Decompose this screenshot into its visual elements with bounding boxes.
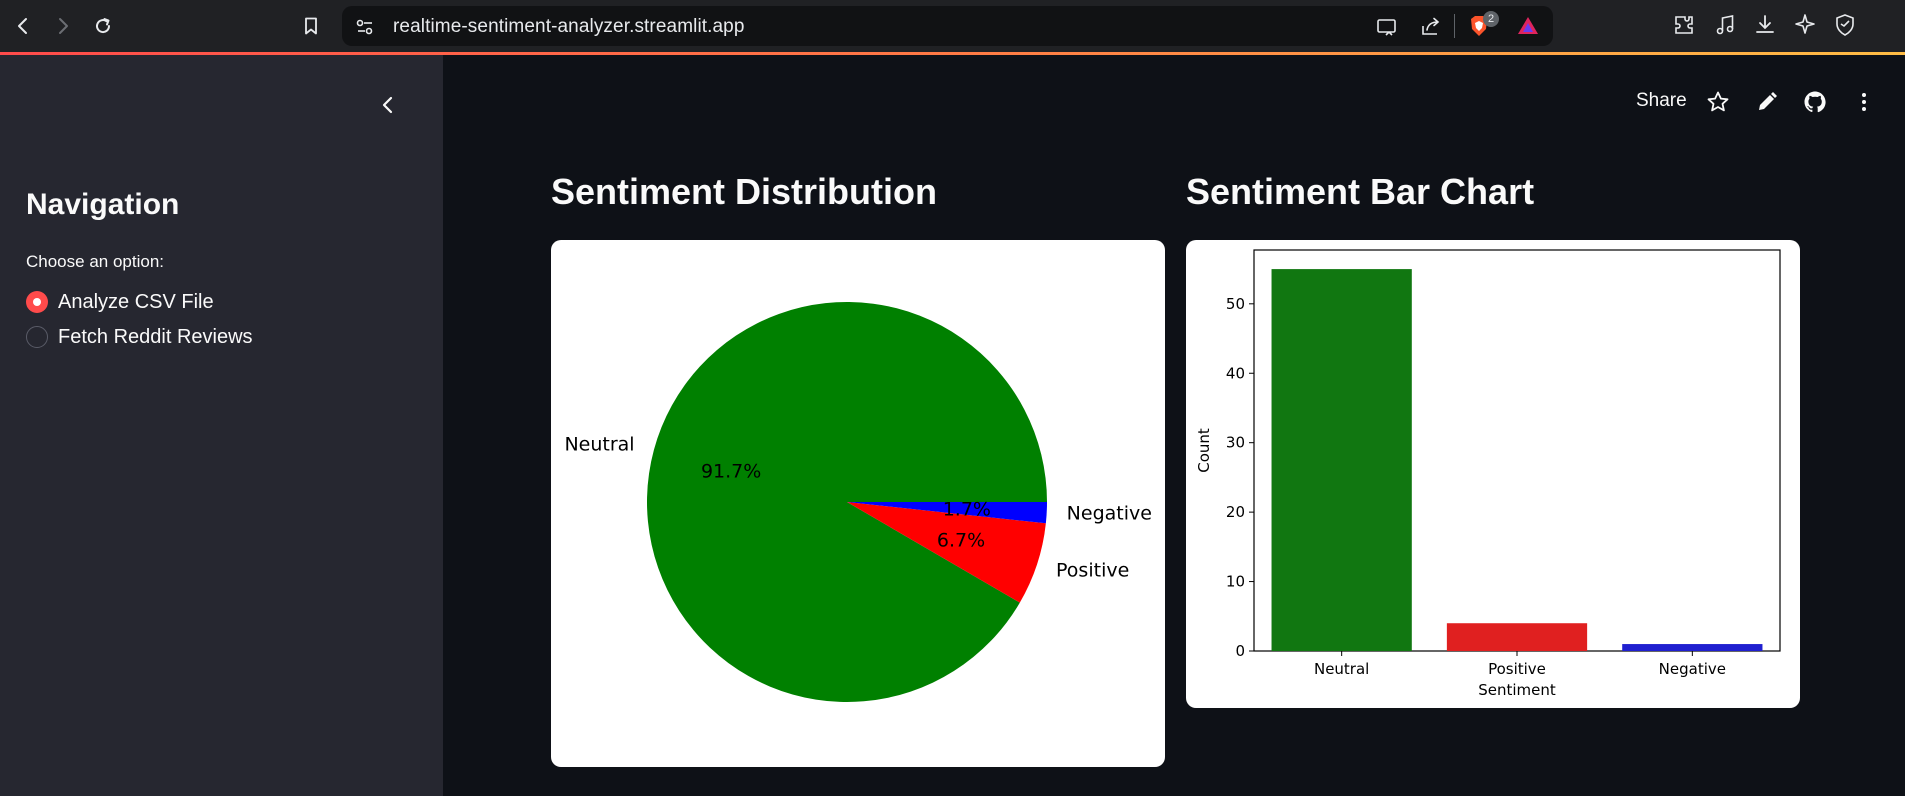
back-icon[interactable]	[9, 12, 37, 40]
streamlit-top-decoration	[0, 52, 1905, 55]
bar-chart: 0 10 20 30 40 50 Neutral Positive Negative Sentim…	[1195, 249, 1781, 699]
site-settings-icon[interactable]	[354, 16, 376, 38]
bar-negative	[1622, 644, 1763, 651]
omnibox-divider	[1454, 14, 1455, 38]
edit-icon[interactable]	[1755, 90, 1779, 114]
brave-shield-count-badge: 2	[1483, 11, 1499, 27]
pie-pct-positive: 6.7%	[937, 529, 985, 551]
collapse-sidebar-icon[interactable]	[375, 92, 401, 118]
x-tick-label-negative: Negative	[1659, 660, 1726, 678]
y-axis-label: Count	[1195, 428, 1213, 473]
star-icon[interactable]	[1706, 90, 1730, 114]
github-icon[interactable]	[1803, 90, 1827, 114]
y-tick-label: 50	[1226, 295, 1245, 313]
pie-chart-card: Neutral 91.7% Positive 6.7% Negative 1.7%	[551, 240, 1165, 767]
browser-toolbar: realtime-sentiment-analyzer.streamlit.ap…	[0, 0, 1905, 52]
bar-positive	[1446, 623, 1588, 651]
reload-icon[interactable]	[89, 12, 117, 40]
share-icon[interactable]	[1420, 16, 1442, 38]
pie-chart: Neutral 91.7% Positive 6.7% Negative 1.7%	[564, 301, 1152, 702]
y-tick-label: 10	[1226, 573, 1245, 591]
pie-pct-neutral: 91.7%	[701, 461, 761, 483]
option-label: Choose an option:	[26, 252, 164, 271]
pie-label-positive: Positive	[1056, 560, 1129, 582]
cast-icon[interactable]	[1376, 16, 1398, 38]
bookmark-icon[interactable]	[297, 12, 325, 40]
radio-label-fetch-reddit: Fetch Reddit Reviews	[58, 325, 253, 348]
address-bar[interactable]: realtime-sentiment-analyzer.streamlit.ap…	[342, 6, 1553, 46]
forward-icon[interactable]	[49, 12, 77, 40]
radio-checked-icon[interactable]	[26, 291, 48, 313]
y-tick-label: 30	[1226, 434, 1245, 452]
y-tick-label: 20	[1226, 503, 1245, 521]
pie-chart-title: Sentiment Distribution	[551, 171, 937, 212]
media-icon[interactable]	[1713, 13, 1737, 37]
sidebar: Navigation Choose an option: Analyze CSV…	[0, 55, 443, 796]
radio-label-analyze-csv: Analyze CSV File	[58, 290, 214, 313]
url-text[interactable]: realtime-sentiment-analyzer.streamlit.ap…	[393, 16, 745, 37]
leo-ai-icon[interactable]	[1793, 13, 1817, 37]
brave-rewards-icon[interactable]	[1516, 14, 1540, 38]
extensions-icon[interactable]	[1672, 13, 1696, 37]
bar-chart-title: Sentiment Bar Chart	[1186, 171, 1535, 212]
pie-label-neutral: Neutral	[564, 434, 634, 456]
x-axis-label: Sentiment	[1478, 681, 1556, 699]
share-button[interactable]: Share	[1636, 90, 1687, 111]
radio-unchecked-icon[interactable]	[26, 326, 48, 348]
x-tick-label-neutral: Neutral	[1314, 660, 1369, 678]
pie-slice-neutral	[647, 301, 1047, 702]
pie-slice-positive	[847, 502, 1046, 603]
pie-label-negative: Negative	[1067, 503, 1152, 525]
bar-chart-card: 0 10 20 30 40 50 Neutral Positive Negative Sentim…	[1186, 240, 1800, 708]
bar-neutral	[1271, 269, 1412, 651]
radio-fetch-reddit[interactable]: Fetch Reddit Reviews	[26, 324, 253, 350]
downloads-icon[interactable]	[1753, 13, 1777, 37]
radio-analyze-csv[interactable]: Analyze CSV File	[26, 289, 214, 315]
pie-pct-negative: 1.7%	[943, 498, 991, 520]
y-tick-label: 0	[1235, 642, 1245, 660]
sidebar-title: Navigation	[26, 188, 180, 221]
x-tick-label-positive: Positive	[1488, 660, 1546, 678]
pie-slice-negative	[847, 502, 1047, 524]
vpn-icon[interactable]	[1833, 13, 1857, 37]
more-icon[interactable]	[1852, 90, 1876, 114]
y-tick-label: 40	[1226, 364, 1245, 382]
